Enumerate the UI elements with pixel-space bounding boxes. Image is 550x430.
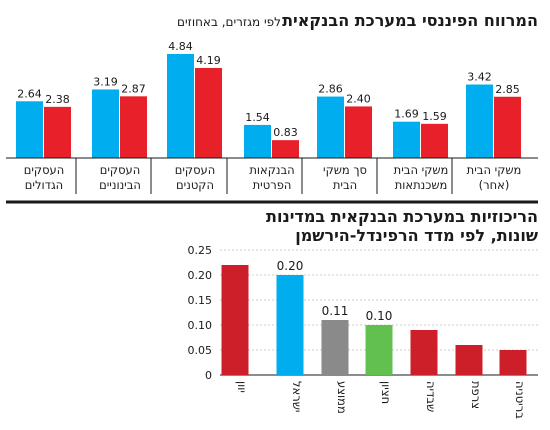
chart2-title-line: הריכוזיות במערכת הבנקאית במדינות: [266, 207, 538, 226]
chart1-bar: [244, 124, 271, 158]
chart2-y-tick: 0.15: [188, 294, 213, 307]
chart1-bar: [16, 101, 43, 158]
chart1-category-label: העסקים: [24, 163, 65, 177]
chart2-category-label: צרפת: [469, 381, 483, 409]
chart1-bar: [345, 106, 372, 158]
chart1-bar: [120, 96, 147, 158]
chart1-value-label: 1.69: [394, 108, 419, 121]
chart1-category-label: העסקים: [100, 163, 141, 177]
chart1-category-label: הבינוניים: [99, 178, 141, 192]
chart1-category-label: הבנקאות: [249, 163, 294, 177]
chart2-value-label: 0.10: [366, 309, 393, 323]
chart1-bar: [167, 54, 194, 158]
chart2-bar: [365, 325, 393, 375]
chart2-y-tick: 0.10: [188, 319, 213, 332]
chart1-value-label: 1.54: [245, 111, 270, 124]
chart1-category-label: הפרטית: [253, 178, 292, 192]
chart2-bar: [499, 350, 527, 375]
chart2-category-label: חציון: [379, 381, 393, 404]
chart1-value-label: 2.86: [318, 83, 343, 96]
chart2-value-label: 0.11: [322, 304, 349, 318]
chart1-value-label: 2.38: [45, 93, 70, 106]
chart1-bar: [494, 96, 521, 158]
chart2-y-tick: 0.25: [188, 244, 213, 257]
chart2-bar: [455, 345, 483, 375]
chart2-category-label: ישראל: [290, 381, 304, 412]
chart1-bar: [393, 121, 420, 158]
chart2-category-label: בריטניה: [513, 381, 527, 419]
chart1-bar: [272, 140, 299, 158]
chart1-category-label: משכנתאות: [395, 178, 448, 192]
chart1-value-label: 3.42: [467, 71, 492, 84]
chart2-y-tick: 0: [205, 369, 212, 382]
chart2-bar: [221, 265, 249, 375]
chart1-bar: [195, 67, 222, 158]
chart1-category-label: סך משקי: [323, 163, 367, 177]
chart1-value-label: 2.40: [346, 92, 371, 105]
chart1-category-label: (אחר): [479, 178, 510, 192]
chart2-bar: [276, 275, 304, 375]
chart1-value-label: 4.84: [168, 40, 193, 53]
chart1-value-label: 0.83: [273, 126, 298, 139]
chart1-bar: [421, 123, 448, 158]
chart2-category-label: יוון: [235, 381, 249, 393]
chart1-category-label: משקי הבית: [467, 163, 522, 177]
chart1-category-label: העסקים: [175, 163, 216, 177]
chart1-bar: [466, 84, 493, 158]
chart1-value-label: 1.59: [422, 110, 447, 123]
chart1-category-label: הגדולים: [25, 178, 63, 192]
chart2-category-label: ממוצע: [335, 381, 349, 414]
chart2-y-tick: 0.05: [188, 344, 213, 357]
chart2-bar: [410, 330, 438, 375]
chart1-category-label: משקי הבית: [394, 163, 449, 177]
chart1-value-label: 2.64: [17, 87, 42, 100]
chart1-value-label: 3.19: [93, 75, 118, 88]
chart1-category-label: הקטנים: [176, 178, 214, 192]
chart2-title-line: שונות, לפי מדד הרפינדל-הירשמן: [295, 226, 538, 245]
chart1-title: המרווח הפיננסי במערכת הבנקאית: [282, 11, 538, 30]
chart2-y-tick: 0.20: [188, 269, 213, 282]
chart1-bar: [44, 106, 71, 158]
chart2-category-label: שבדיה: [424, 381, 438, 412]
chart2-value-label: 0.20: [277, 259, 304, 273]
chart1-value-label: 2.87: [121, 82, 146, 95]
chart2-bar: [321, 320, 349, 375]
chart1-bar: [92, 89, 119, 158]
chart1-bar: [317, 96, 344, 158]
chart1-subtitle: לפי מגזרים, באחוזים: [177, 15, 281, 29]
chart1-value-label: 4.19: [196, 54, 221, 67]
chart1-category-label: הבית: [333, 178, 357, 192]
chart1-value-label: 2.85: [495, 83, 520, 96]
